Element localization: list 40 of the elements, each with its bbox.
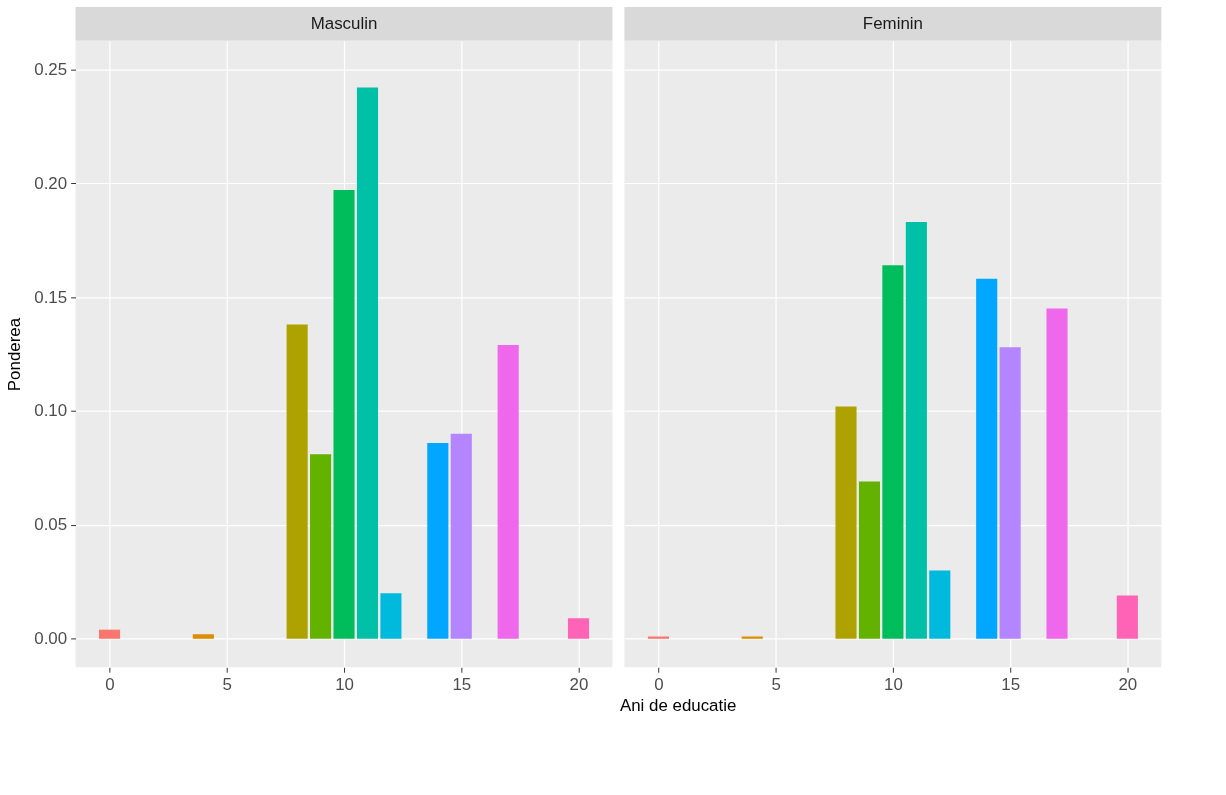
bar <box>380 593 402 639</box>
bar <box>929 570 951 639</box>
bar <box>497 344 519 639</box>
x-tick-label: 15 <box>452 674 472 694</box>
bar <box>192 634 214 639</box>
y-tick-label: 0.15 <box>34 287 68 307</box>
y-tick-label: 0.00 <box>34 629 68 649</box>
bar <box>427 442 449 639</box>
y-tick-label: 0.20 <box>34 173 68 193</box>
x-tick-label: 20 <box>569 674 589 694</box>
x-tick-label: 5 <box>222 674 232 694</box>
bar <box>835 406 857 639</box>
bar <box>905 221 927 639</box>
bar <box>356 87 379 639</box>
y-tick-label: 0.10 <box>34 401 68 421</box>
bar <box>450 433 472 639</box>
bar <box>999 347 1021 639</box>
x-tick-label: 0 <box>105 674 115 694</box>
y-tick-label: 0.05 <box>34 515 68 535</box>
x-tick-label: 20 <box>1118 674 1138 694</box>
bar <box>310 454 332 639</box>
bar <box>858 481 881 639</box>
bar <box>567 618 590 639</box>
bar <box>1116 595 1138 639</box>
bar <box>333 190 355 639</box>
chart-title: Feminin <box>862 13 923 33</box>
bar <box>286 324 308 639</box>
x-tick-label: 0 <box>654 674 664 694</box>
x-axis-title: Ani de educatie <box>619 696 737 715</box>
x-tick-label: 15 <box>1001 674 1021 694</box>
bar <box>99 629 121 639</box>
y-tick-label: 0.25 <box>34 59 68 79</box>
x-tick-label: 10 <box>335 674 354 694</box>
bar <box>976 278 998 639</box>
bar <box>1046 308 1068 639</box>
y-axis-title: Ponderea <box>5 317 25 392</box>
x-tick-label: 10 <box>884 674 903 694</box>
bar <box>882 265 904 639</box>
chart-title: Masculin <box>310 13 378 33</box>
x-tick-label: 5 <box>771 674 781 694</box>
